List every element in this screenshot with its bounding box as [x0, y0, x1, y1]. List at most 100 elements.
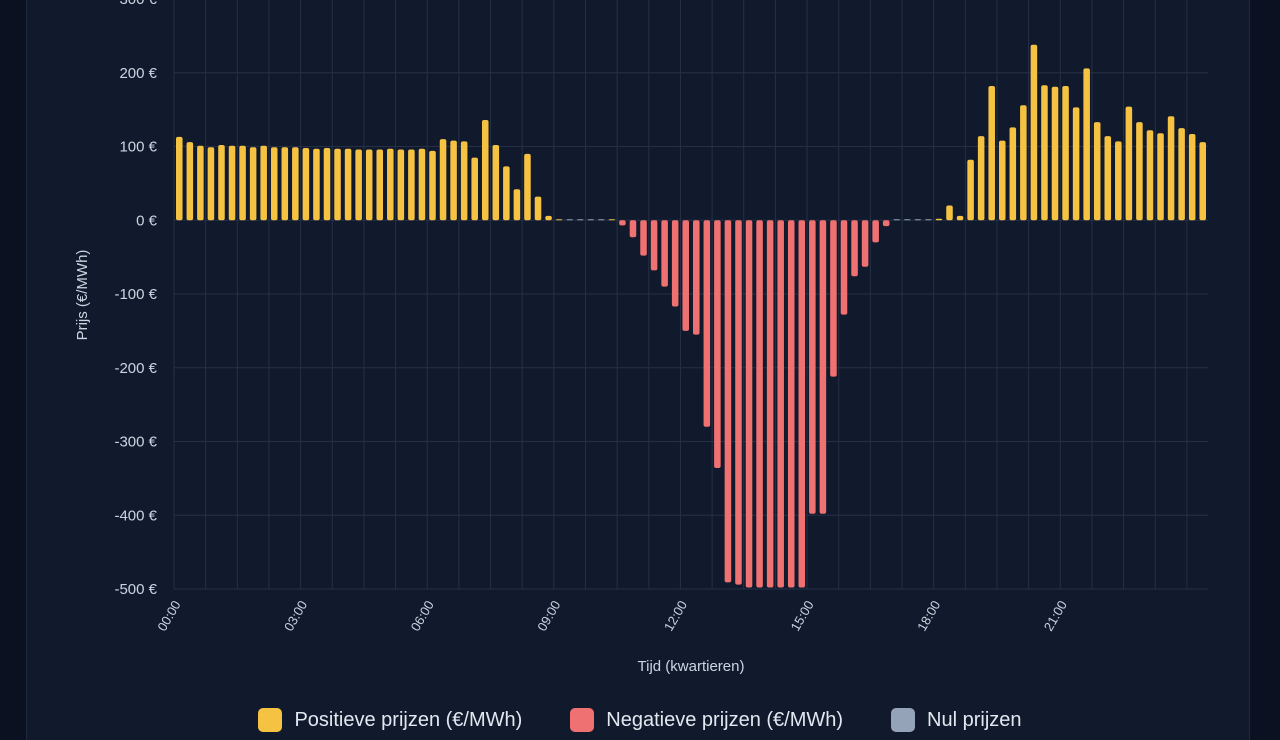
price-bar[interactable] — [998, 140, 1006, 221]
price-bar[interactable] — [798, 220, 806, 588]
price-bar[interactable] — [861, 220, 869, 267]
price-bar[interactable] — [387, 148, 394, 221]
price-bar[interactable] — [1146, 130, 1154, 221]
price-bar[interactable] — [935, 218, 943, 221]
price-bar[interactable] — [365, 149, 373, 221]
price-bar[interactable] — [650, 220, 658, 271]
price-bar[interactable] — [1188, 133, 1196, 221]
price-bar[interactable] — [872, 220, 879, 243]
price-bar[interactable] — [819, 220, 827, 514]
price-bar[interactable] — [724, 220, 732, 583]
price-bar[interactable] — [1157, 133, 1164, 221]
price-bar[interactable] — [1051, 86, 1059, 221]
price-bar[interactable] — [524, 153, 531, 221]
price-bar[interactable] — [270, 147, 278, 221]
price-bar[interactable] — [260, 145, 267, 221]
price-bar[interactable] — [830, 220, 837, 377]
price-bar[interactable] — [1199, 142, 1206, 221]
price-bar[interactable] — [629, 220, 637, 238]
price-bar[interactable] — [598, 219, 605, 221]
price-bar[interactable] — [492, 145, 500, 221]
price-bar[interactable] — [176, 136, 183, 221]
price-bar[interactable] — [418, 148, 426, 221]
price-bar[interactable] — [1178, 128, 1185, 221]
price-bar[interactable] — [1009, 127, 1017, 221]
price-bar[interactable] — [281, 147, 289, 221]
price-bar[interactable] — [408, 149, 415, 221]
price-bar[interactable] — [1136, 122, 1143, 221]
price-bar[interactable] — [693, 220, 700, 335]
price-bar[interactable] — [503, 166, 510, 221]
price-bar[interactable] — [1093, 122, 1101, 221]
price-bar[interactable] — [619, 220, 626, 226]
price-bar[interactable] — [450, 140, 457, 221]
price-bar[interactable] — [735, 220, 742, 585]
price-bar[interactable] — [1104, 136, 1112, 221]
price-bar[interactable] — [1030, 44, 1038, 221]
price-bar[interactable] — [787, 220, 795, 588]
price-bar[interactable] — [334, 148, 341, 221]
price-bar[interactable] — [766, 220, 774, 588]
price-bar[interactable] — [1167, 116, 1175, 221]
price-bar[interactable] — [661, 220, 668, 287]
price-bar[interactable] — [249, 147, 257, 221]
price-bar[interactable] — [376, 149, 384, 221]
price-bar[interactable] — [460, 141, 468, 221]
price-bar[interactable] — [682, 220, 689, 331]
price-bar[interactable] — [967, 159, 974, 221]
price-bar[interactable] — [323, 147, 331, 221]
price-bar[interactable] — [1115, 141, 1122, 221]
price-bar[interactable] — [228, 145, 236, 221]
price-bar[interactable] — [429, 150, 436, 221]
price-bar[interactable] — [207, 147, 215, 221]
price-bar[interactable] — [313, 148, 320, 221]
price-bar[interactable] — [218, 145, 225, 221]
price-bar[interactable] — [197, 145, 204, 221]
price-bar[interactable] — [355, 149, 362, 221]
price-bar[interactable] — [882, 220, 890, 227]
price-bar[interactable] — [439, 139, 447, 221]
price-bar[interactable] — [851, 220, 858, 277]
price-bar[interactable] — [344, 148, 352, 221]
price-bar[interactable] — [513, 189, 521, 221]
price-bar[interactable] — [925, 219, 932, 221]
price-bar[interactable] — [809, 220, 816, 514]
price-bar[interactable] — [671, 220, 679, 307]
price-bar[interactable] — [640, 220, 647, 256]
price-bar[interactable] — [545, 215, 552, 221]
price-bar[interactable] — [292, 147, 299, 221]
price-bar[interactable] — [587, 219, 595, 221]
price-bar[interactable] — [904, 219, 911, 221]
price-bar[interactable] — [1083, 68, 1090, 221]
price-bar[interactable] — [1072, 107, 1080, 221]
price-bar[interactable] — [893, 219, 901, 221]
price-bar[interactable] — [745, 220, 753, 588]
price-bar[interactable] — [566, 219, 573, 221]
price-bar[interactable] — [777, 220, 784, 588]
legend-item-zero[interactable]: Nul prijzen — [891, 708, 1022, 732]
price-bar[interactable] — [576, 219, 584, 221]
price-bar[interactable] — [397, 149, 405, 221]
price-bar[interactable] — [988, 86, 995, 221]
price-bar[interactable] — [471, 157, 478, 221]
legend-item-positive[interactable]: Positieve prijzen (€/MWh) — [258, 708, 522, 732]
price-bar[interactable] — [1041, 85, 1048, 221]
price-bar[interactable] — [914, 219, 922, 221]
price-bar[interactable] — [186, 142, 194, 221]
price-bar[interactable] — [534, 196, 542, 221]
price-bar[interactable] — [956, 215, 964, 221]
price-bar[interactable] — [555, 219, 563, 221]
price-bar[interactable] — [1062, 86, 1069, 221]
price-bar[interactable] — [840, 220, 848, 315]
price-bar[interactable] — [239, 145, 246, 221]
price-bar[interactable] — [977, 136, 985, 221]
legend-item-negative[interactable]: Negatieve prijzen (€/MWh) — [570, 708, 843, 732]
price-bar[interactable] — [703, 220, 711, 427]
price-bar[interactable] — [608, 219, 616, 221]
price-bar[interactable] — [1020, 105, 1027, 221]
price-bar[interactable] — [714, 220, 721, 469]
price-bar[interactable] — [946, 205, 953, 221]
price-bar[interactable] — [302, 147, 310, 221]
price-bar[interactable] — [756, 220, 763, 588]
price-bar[interactable] — [481, 119, 489, 221]
